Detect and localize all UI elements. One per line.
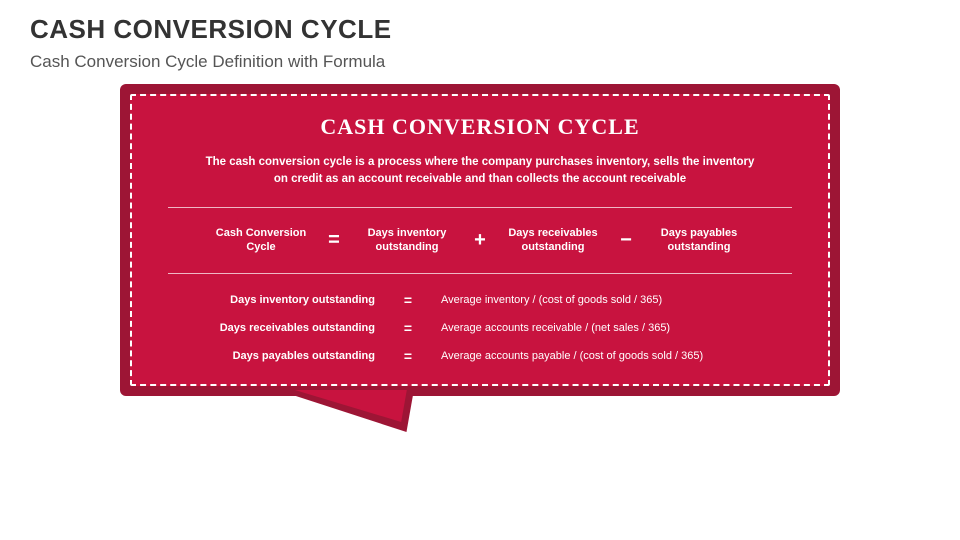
speech-bubble: CASH CONVERSION CYCLE The cash conversio… <box>120 84 840 396</box>
definition-value: Average accounts receivable / (net sales… <box>423 322 792 334</box>
bubble-inner: CASH CONVERSION CYCLE The cash conversio… <box>130 94 830 386</box>
formula-term-dpo: Days payables outstanding <box>645 226 753 256</box>
definition-row: Days payables outstanding = Average acco… <box>168 348 792 364</box>
definition-term: Days payables outstanding <box>168 350 393 362</box>
definition-value: Average inventory / (cost of goods sold … <box>423 294 792 306</box>
formula-op-minus: − <box>607 229 645 252</box>
bubble-outer: CASH CONVERSION CYCLE The cash conversio… <box>120 84 840 396</box>
bubble-description: The cash conversion cycle is a process w… <box>200 154 760 189</box>
page-title: CASH CONVERSION CYCLE <box>30 14 392 45</box>
formula-term-dro: Days receivables outstanding <box>499 226 607 256</box>
definition-term: Days receivables outstanding <box>168 322 393 334</box>
definition-eq: = <box>393 292 423 308</box>
formula-op-plus: + <box>461 229 499 252</box>
formula-term-ccc: Cash Conversion Cycle <box>207 226 315 256</box>
definition-row: Days inventory outstanding = Average inv… <box>168 292 792 308</box>
divider-top <box>168 207 792 208</box>
definition-term: Days inventory outstanding <box>168 294 393 306</box>
bubble-tail-inner <box>289 390 407 422</box>
formula-op-eq: = <box>315 229 353 252</box>
definition-eq: = <box>393 348 423 364</box>
bubble-title: CASH CONVERSION CYCLE <box>158 114 802 140</box>
definition-row: Days receivables outstanding = Average a… <box>168 320 792 336</box>
definition-value: Average accounts payable / (cost of good… <box>423 350 792 362</box>
page-subtitle: Cash Conversion Cycle Definition with Fo… <box>30 52 385 72</box>
formula-term-dio: Days inventory outstanding <box>353 226 461 256</box>
definitions: Days inventory outstanding = Average inv… <box>158 292 802 364</box>
definition-eq: = <box>393 320 423 336</box>
divider-bottom <box>168 273 792 274</box>
formula-row: Cash Conversion Cycle = Days inventory o… <box>158 226 802 256</box>
